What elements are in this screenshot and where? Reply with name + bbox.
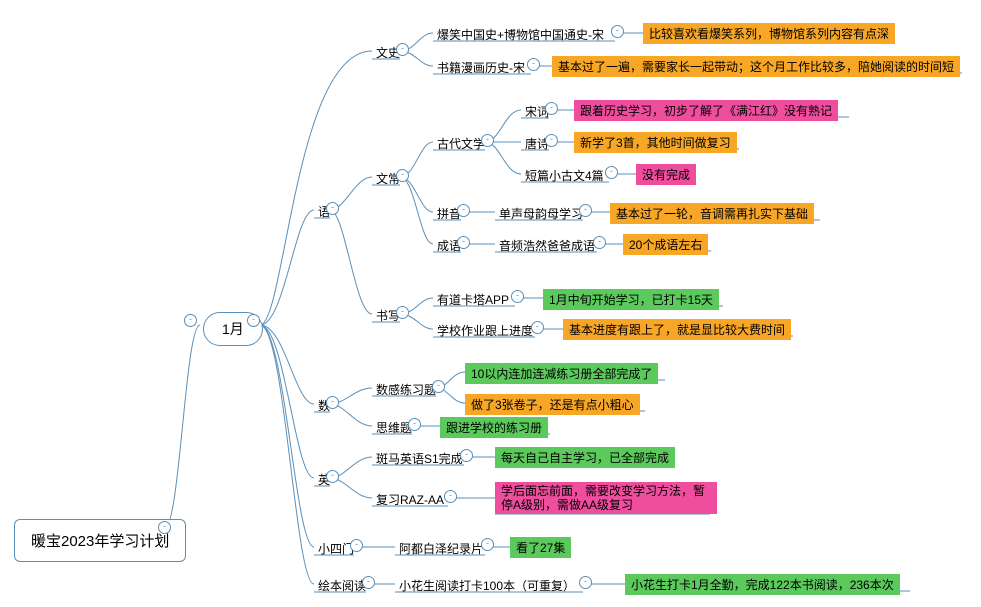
status-tag: 新学了3首，其他时间做复习 <box>574 132 737 153</box>
mindmap-node[interactable]: 有道卡塔APP <box>433 289 513 310</box>
collapse-toggle[interactable]: - <box>457 236 470 249</box>
collapse-toggle[interactable]: - <box>481 538 494 551</box>
mindmap-node[interactable]: 阿都白泽纪录片 <box>395 538 487 559</box>
status-tag: 小花生打卡1月全勤，完成122本书阅读，236本次 <box>625 574 900 595</box>
collapse-toggle[interactable]: - <box>579 204 592 217</box>
collapse-toggle[interactable]: - <box>326 470 339 483</box>
collapse-toggle[interactable]: - <box>362 576 375 589</box>
mindmap-node[interactable]: 斑马英语S1完成 <box>372 448 467 469</box>
status-tag: 比较喜欢看爆笑系列，博物馆系列内容有点深 <box>643 23 895 44</box>
mindmap-node[interactable]: 爆笑中国史+博物馆中国通史-宋 <box>433 24 608 45</box>
collapse-toggle[interactable]: - <box>184 314 197 327</box>
status-tag: 20个成语左右 <box>623 234 708 255</box>
mindmap-node[interactable]: 学校作业跟上进度 <box>433 320 537 341</box>
mindmap-node[interactable]: 短篇小古文4篇 <box>521 165 608 186</box>
collapse-toggle[interactable]: - <box>593 236 606 249</box>
status-tag: 没有完成 <box>636 164 696 185</box>
collapse-toggle[interactable]: - <box>511 290 524 303</box>
status-tag: 基本过了一遍，需要家长一起带动；这个月工作比较多，陪她阅读的时间短 <box>552 56 960 77</box>
mindmap-node[interactable]: 音频浩然爸爸成语 <box>495 235 599 256</box>
collapse-toggle[interactable]: - <box>326 396 339 409</box>
mindmap-node[interactable]: 复习RAZ-AA <box>372 489 448 510</box>
mindmap-node[interactable]: 小花生阅读打卡100本（可重复） <box>395 575 579 596</box>
collapse-toggle[interactable]: - <box>545 102 558 115</box>
collapse-toggle[interactable]: - <box>158 521 171 534</box>
status-tag: 基本进度有跟上了，就是显比较大费时间 <box>563 319 791 340</box>
status-tag: 基本过了一轮，音调需再扎实下基础 <box>610 203 814 224</box>
collapse-toggle[interactable]: - <box>408 418 421 431</box>
collapse-toggle[interactable]: - <box>396 306 409 319</box>
collapse-toggle[interactable]: - <box>457 204 470 217</box>
mindmap-node[interactable]: 绘本阅读 <box>314 575 370 596</box>
status-tag: 学后面忘前面，需要改变学习方法，暂停A级别，需做AA级复习 <box>495 482 717 514</box>
collapse-toggle[interactable]: - <box>350 539 363 552</box>
mindmap-node[interactable]: 书籍漫画历史-宋 <box>433 57 529 78</box>
status-tag: 看了27集 <box>510 537 571 558</box>
collapse-toggle[interactable]: - <box>481 134 494 147</box>
collapse-toggle[interactable]: - <box>527 58 540 71</box>
collapse-toggle[interactable]: - <box>432 380 445 393</box>
mindmap-node[interactable]: 古代文学 <box>433 133 489 154</box>
status-tag: 10以内连加连减练习册全部完成了 <box>465 363 658 384</box>
status-tag: 1月中旬开始学习，已打卡15天 <box>543 289 719 310</box>
collapse-toggle[interactable]: - <box>579 576 592 589</box>
mindmap-node[interactable]: 数感练习题 <box>372 379 440 400</box>
collapse-toggle[interactable]: - <box>531 321 544 334</box>
collapse-toggle[interactable]: - <box>396 43 409 56</box>
collapse-toggle[interactable]: - <box>396 169 409 182</box>
collapse-toggle[interactable]: - <box>326 202 339 215</box>
collapse-toggle[interactable]: - <box>605 166 618 179</box>
status-tag: 跟进学校的练习册 <box>440 417 548 438</box>
status-tag: 每天自己自主学习，已全部完成 <box>495 447 675 468</box>
collapse-toggle[interactable]: - <box>545 134 558 147</box>
collapse-toggle[interactable]: - <box>444 490 457 503</box>
collapse-toggle[interactable]: - <box>611 25 624 38</box>
mindmap-node[interactable]: 单声母韵母学习 <box>495 203 587 224</box>
status-tag: 做了3张卷子，还是有点小粗心 <box>465 394 640 415</box>
status-tag: 跟着历史学习，初步了解了《满江红》没有熟记 <box>574 100 838 121</box>
collapse-toggle[interactable]: - <box>460 449 473 462</box>
collapse-toggle[interactable]: - <box>247 314 260 327</box>
